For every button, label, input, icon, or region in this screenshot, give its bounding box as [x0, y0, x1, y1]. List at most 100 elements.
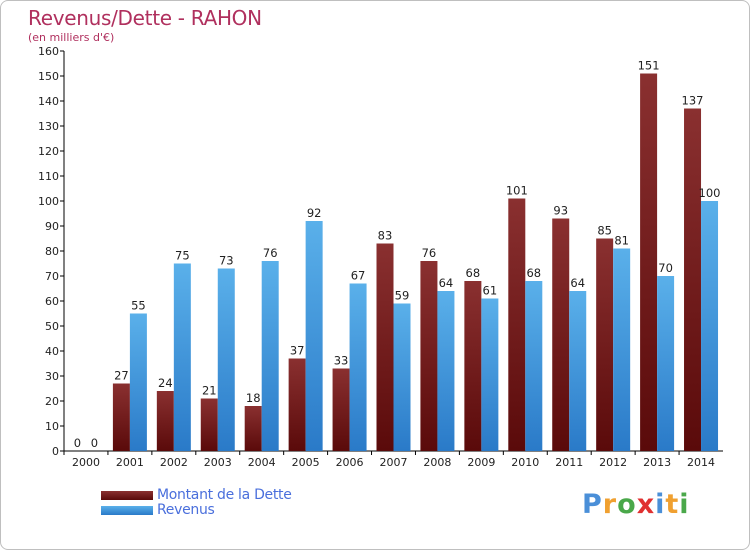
proxiti-logo: Proxiti	[582, 489, 690, 520]
bar-revenus	[437, 291, 455, 451]
bar-debt	[112, 383, 130, 451]
value-label-revenus: 67	[351, 269, 366, 283]
x-tick-label: 2005	[292, 456, 320, 469]
logo-letter: P	[582, 489, 603, 520]
legend-swatch-debt	[101, 491, 153, 500]
value-label-revenus: 68	[526, 266, 541, 280]
x-tick-label: 2001	[116, 456, 144, 469]
bars	[112, 73, 719, 451]
bar-revenus	[701, 201, 719, 451]
bar-revenus	[393, 303, 411, 451]
x-tick-label: 2003	[204, 456, 232, 469]
logo-letter: t	[665, 489, 680, 520]
chart-subtitle: (en milliers d'€)	[28, 31, 115, 44]
bar-debt	[244, 406, 262, 451]
x-tick-label: 2014	[687, 456, 715, 469]
value-label-revenus: 70	[658, 261, 673, 275]
legend-label-revenus: Revenus	[157, 502, 215, 518]
y-tick-label: 160	[38, 45, 59, 58]
axes: 0 10 20 30 40 50 60 70 80 90 100 110 120 130 140 150 160…	[38, 45, 723, 469]
bar-revenus	[261, 261, 279, 451]
y-tick-label: 150	[38, 70, 59, 83]
value-label-debt: 33	[334, 354, 349, 368]
logo-letter: r	[602, 489, 618, 520]
x-tick-label: 2013	[643, 456, 671, 469]
value-label-debt: 21	[202, 384, 217, 398]
bar-revenus	[525, 281, 543, 451]
value-label-debt: 151	[638, 59, 660, 73]
y-tick-label: 0	[52, 445, 59, 458]
bar-revenus	[305, 221, 323, 451]
y-tick-label: 50	[45, 320, 59, 333]
bar-debt	[376, 243, 394, 451]
y-tick-label: 10	[45, 420, 59, 433]
bar-revenus	[657, 276, 675, 451]
y-tick-label: 70	[45, 270, 59, 283]
value-label-revenus: 73	[219, 254, 234, 268]
bar-debt	[640, 73, 658, 451]
y-tick-label: 30	[45, 370, 59, 383]
bar-debt	[288, 358, 306, 451]
bar-revenus	[613, 248, 631, 451]
y-tick-label: 130	[38, 120, 59, 133]
value-label-revenus: 75	[175, 249, 190, 263]
value-label-debt: 85	[597, 224, 612, 238]
x-tick-label: 2006	[336, 456, 364, 469]
bar-debt	[420, 261, 438, 451]
value-label-debt: 93	[553, 204, 568, 218]
x-tick-label: 2004	[248, 456, 276, 469]
logo-letter: o	[617, 489, 637, 520]
x-tick-label: 2012	[599, 456, 627, 469]
value-label-revenus: 64	[570, 276, 585, 290]
bar-debt	[464, 281, 482, 451]
value-label-revenus: 55	[131, 299, 146, 313]
value-labels: 0 027552475217318763792336783597664686110…	[74, 59, 721, 451]
bar-revenus	[481, 298, 499, 451]
value-label-revenus: 100	[699, 186, 721, 200]
y-tick-label: 110	[38, 170, 59, 183]
bar-revenus	[569, 291, 587, 451]
y-tick-label: 60	[45, 295, 59, 308]
value-label-revenus: 81	[614, 234, 629, 248]
legend-label-debt: Montant de la Dette	[157, 487, 292, 503]
value-label-debt: 27	[114, 369, 129, 383]
value-label-debt: 68	[466, 266, 481, 280]
bar-revenus	[217, 268, 235, 451]
bar-debt	[156, 391, 174, 451]
x-tick-label: 2000	[72, 456, 100, 469]
y-tick-label: 120	[38, 145, 59, 158]
bar-debt	[200, 398, 218, 451]
bar-debt	[332, 368, 350, 451]
bar-debt	[596, 238, 614, 451]
bar-revenus	[349, 283, 367, 451]
bar-revenus	[173, 263, 191, 451]
y-tick-label: 20	[45, 395, 59, 408]
x-tick-label: 2008	[423, 456, 451, 469]
value-label-debt: 37	[290, 344, 305, 358]
bar-debt	[552, 218, 570, 451]
x-tick-label: 2011	[555, 456, 583, 469]
value-label-debt: 24	[158, 376, 173, 390]
value-label-debt: 83	[378, 229, 393, 243]
value-label-revenus: 76	[263, 246, 278, 260]
value-label-revenus: 59	[395, 289, 410, 303]
y-tick-label: 80	[45, 245, 59, 258]
logo-letter: x	[636, 489, 656, 520]
y-tick-label: 40	[45, 345, 59, 358]
value-label-debt: 101	[506, 184, 528, 198]
x-tick-label: 2009	[467, 456, 495, 469]
bar-debt	[684, 108, 702, 451]
value-label-debt: 0	[74, 436, 81, 450]
value-label-revenus: 64	[439, 276, 454, 290]
y-tick-label: 90	[45, 220, 59, 233]
x-tick-label: 2007	[380, 456, 408, 469]
value-label-debt: 18	[246, 391, 261, 405]
value-label-revenus: 61	[483, 284, 498, 298]
value-label-revenus: 0	[91, 436, 98, 450]
bar-revenus	[129, 313, 147, 451]
value-label-revenus: 92	[307, 206, 322, 220]
x-tick-label: 2010	[511, 456, 539, 469]
value-label-debt: 76	[422, 246, 437, 260]
